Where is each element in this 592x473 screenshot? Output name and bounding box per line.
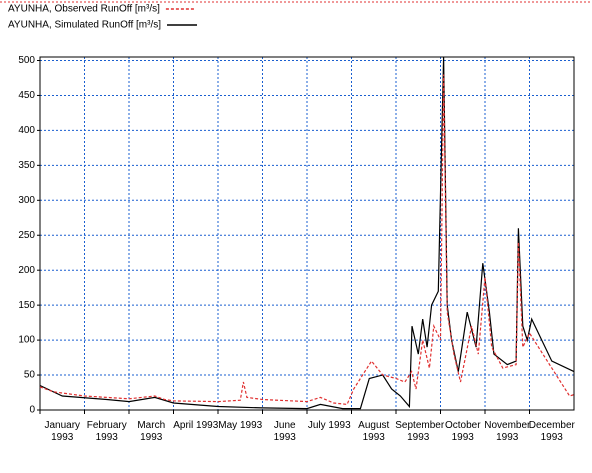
y-tick-label: 150 (18, 300, 35, 311)
series-line (39, 74, 575, 406)
x-tick-label: February 1993 (86, 420, 127, 443)
legend-label: AYUNHA, Observed RunOff [m³/s] (8, 4, 160, 15)
legend-label: AYUNHA, Simulated RunOff [m³/s] (8, 20, 161, 31)
y-tick-label: 450 (18, 90, 35, 101)
x-tick-label: May 1993 (218, 420, 263, 431)
y-tick-label: 400 (18, 125, 35, 136)
x-tick-label: March 1993 (137, 420, 166, 443)
y-tick-label: 200 (18, 265, 35, 276)
x-tick-label: January 1993 (44, 420, 81, 443)
x-tick-label: October 1993 (444, 420, 481, 443)
y-tick-label: 50 (24, 370, 36, 381)
y-tick-label: 0 (29, 405, 35, 416)
series-line (39, 56, 575, 410)
y-tick-label: 100 (18, 335, 35, 346)
x-tick-label: December 1993 (528, 420, 575, 443)
y-tick-label: 300 (18, 195, 35, 206)
plot-frame (39, 56, 575, 411)
x-tick-label: September 1993 (395, 420, 445, 443)
x-tick-label: July 1993 (307, 420, 351, 431)
x-tick-label: August 1993 (358, 420, 390, 443)
y-tick-label: 350 (18, 160, 35, 171)
x-tick-label: November 1993 (484, 420, 531, 443)
y-tick-label: 250 (18, 230, 35, 241)
y-tick-label: 500 (18, 55, 35, 66)
x-tick-label: June 1993 (273, 420, 296, 443)
x-tick-label: April 1993 (173, 420, 219, 431)
